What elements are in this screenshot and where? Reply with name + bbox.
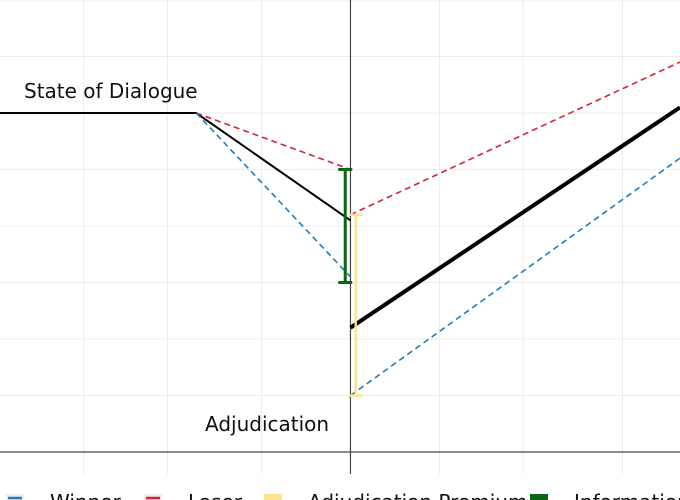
legend-label-loser: Loser [188, 490, 243, 500]
series-main-after [349, 105, 680, 330]
errorbar-information [338, 168, 353, 284]
series [0, 61, 680, 397]
errorbar-premium [348, 213, 363, 397]
series-winner-after [350, 157, 680, 397]
series-loser-before [195, 112, 351, 171]
legend-item-loser: Loser [144, 490, 243, 500]
legend-item-winner: Winner [6, 490, 122, 500]
annotation-state-of-dialogue: State of Dialogue [24, 79, 198, 103]
error-bars [338, 168, 363, 397]
series-loser-after [350, 61, 680, 216]
legend-label-premium: Adjudication Premium [308, 490, 527, 500]
legend-item-information: Information [530, 490, 680, 500]
legend: Winner Loser Adjudication Premium Informati… [6, 490, 680, 500]
legend-item-premium: Adjudication Premium [264, 490, 527, 500]
annotation-adjudication: Adjudication [205, 412, 329, 436]
series-winner-before [195, 112, 352, 278]
legend-swatch-premium [264, 494, 282, 500]
grid [0, 0, 680, 474]
legend-label-information: Information [574, 490, 680, 500]
legend-label-winner: Winner [50, 490, 122, 500]
legend-swatch-information [530, 494, 548, 500]
series-main-before [0, 112, 352, 222]
axes [0, 0, 680, 474]
